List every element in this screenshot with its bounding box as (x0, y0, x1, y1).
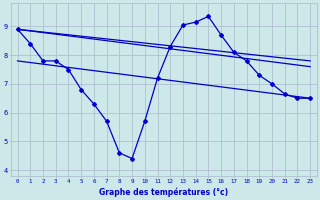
X-axis label: Graphe des températures (°c): Graphe des températures (°c) (99, 187, 228, 197)
